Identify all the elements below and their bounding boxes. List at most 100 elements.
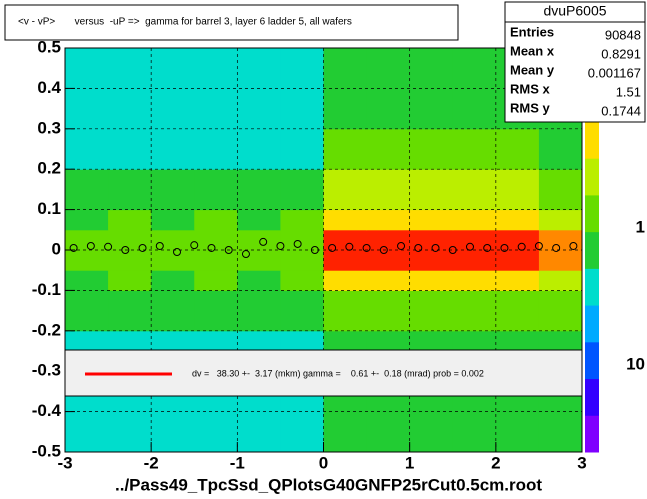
heat-cell <box>194 169 238 211</box>
heat-cell <box>452 128 497 170</box>
heat-cell <box>65 209 109 231</box>
stats-label: Entries <box>510 24 554 39</box>
profile-point <box>345 242 354 251</box>
heat-cell <box>323 169 368 211</box>
heat-cell <box>280 128 324 170</box>
x-tick-label: -2 <box>144 453 159 472</box>
y-tick-label: 0 <box>52 239 61 258</box>
profile-point <box>483 243 492 252</box>
heat-cell <box>65 169 109 211</box>
colorbar-step <box>585 305 599 343</box>
profile-point <box>86 241 95 250</box>
colorbar-step <box>585 231 599 269</box>
stats-label: Mean x <box>510 43 555 58</box>
x-tick-label: 3 <box>577 453 586 472</box>
heat-cell <box>237 128 281 170</box>
chart-title: <v - vP> versus -uP => gamma for barrel … <box>18 17 352 28</box>
profile <box>69 237 578 259</box>
profile-point <box>207 243 216 252</box>
heat-cell <box>409 169 454 211</box>
heat-cell <box>323 128 368 170</box>
heat-cell <box>409 209 454 231</box>
heat-cell <box>495 209 540 231</box>
colorbar-label: 1 <box>636 217 645 236</box>
heat-cell <box>194 128 238 170</box>
profile-point <box>173 248 182 257</box>
heat-cell <box>151 290 195 332</box>
profile-point <box>534 241 543 250</box>
heat-cell <box>237 290 281 332</box>
profile-point <box>397 241 406 250</box>
stats-value: 0.001167 <box>588 65 641 80</box>
heat-cell <box>108 270 152 291</box>
heat-cell <box>409 128 454 170</box>
colorbar-step <box>585 415 599 453</box>
profile-point <box>190 241 199 250</box>
heat-cell <box>194 270 238 291</box>
heat-cell <box>538 209 583 231</box>
y-tick-label: 0.4 <box>37 78 61 97</box>
profile-point <box>138 243 147 252</box>
y-tick-label: -0.1 <box>32 280 61 299</box>
heat-cell <box>151 209 195 231</box>
profile-point <box>328 243 337 252</box>
profile-point <box>379 246 388 254</box>
heat-cell <box>452 209 497 231</box>
x-tick-label: -3 <box>57 453 72 472</box>
heat-cell <box>409 270 454 291</box>
heat-cell <box>151 128 195 170</box>
heat-cell <box>323 270 368 291</box>
profile-point <box>517 242 526 251</box>
heat-cell <box>237 270 281 291</box>
heat-cell <box>65 128 109 170</box>
heat-cell <box>280 209 324 231</box>
heat-cell <box>452 270 497 291</box>
heat-cell <box>108 169 152 211</box>
heat-cell <box>108 290 152 332</box>
profile-point <box>69 243 78 252</box>
colorbar-step <box>585 341 599 380</box>
colorbar-step <box>585 268 599 306</box>
profile-point <box>276 241 285 250</box>
y-tick-label: -0.5 <box>32 441 61 460</box>
profile-point <box>552 243 561 252</box>
heat-cell <box>366 290 411 332</box>
y-tick-label: -0.2 <box>32 320 61 339</box>
legend-text: dv = 38.30 +- 3.17 (mkm) gamma = 0.61 +-… <box>192 368 484 378</box>
heat-cell <box>194 290 238 332</box>
heat-cell <box>65 270 109 291</box>
colorbar-step <box>585 121 599 159</box>
colorbar-step <box>585 194 599 233</box>
heat-cell <box>237 209 281 231</box>
profile-point <box>259 237 268 246</box>
heat-cell <box>280 169 324 211</box>
heat-cell <box>495 128 540 170</box>
stats-title: dvuP6005 <box>543 3 606 19</box>
y-tick-label: 0.2 <box>37 159 61 178</box>
heat-cell <box>452 169 497 211</box>
heat-cell <box>237 169 281 211</box>
profile-point <box>362 243 371 252</box>
x-axis-label: ../Pass49_TpcSsd_QPlotsG40GNFP25rCut0.5c… <box>115 475 542 494</box>
profile-point <box>224 246 233 254</box>
profile-point <box>414 243 423 252</box>
y-tick-label: 0.5 <box>37 37 61 56</box>
heat-cell <box>366 270 411 291</box>
profile-point <box>241 250 250 259</box>
heat-cell <box>108 128 152 170</box>
profile-point <box>569 241 578 250</box>
heat-cell <box>108 209 152 231</box>
heat-cell <box>280 270 324 291</box>
heat-cell <box>323 290 368 332</box>
heat-cell <box>366 169 411 211</box>
stats-value: 0.8291 <box>601 46 641 61</box>
heat-cell <box>366 209 411 231</box>
x-tick-label: -1 <box>230 453 245 472</box>
heat-cell <box>194 209 238 231</box>
profile-point <box>448 246 457 254</box>
stats-value: 1.51 <box>616 84 641 99</box>
heat-cell <box>538 169 583 211</box>
heat-cell <box>323 209 368 231</box>
heat-cell <box>452 290 497 332</box>
heat-cell <box>538 290 583 332</box>
